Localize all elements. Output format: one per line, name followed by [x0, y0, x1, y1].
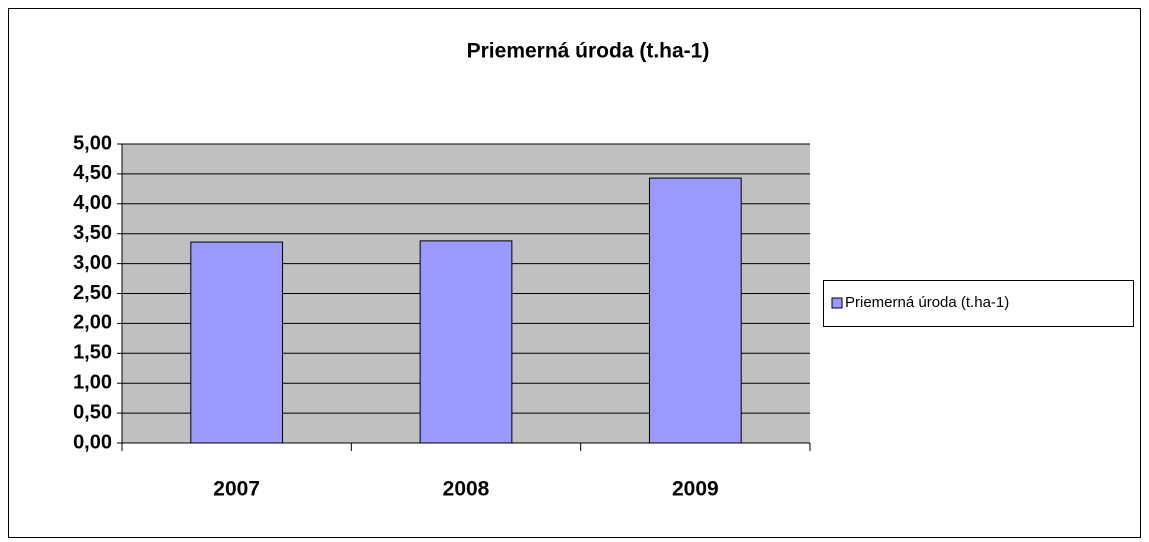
y-tick-label: 1,50 [73, 342, 112, 364]
chart-title: Priemerná úroda (t.ha-1) [467, 40, 710, 63]
y-tick-label: 2,50 [73, 282, 112, 304]
y-tick-label: 3,00 [73, 252, 112, 274]
legend-label: Priemerná úroda (t.ha-1) [845, 294, 1009, 311]
bar [648, 177, 742, 444]
y-tick-label: 4,00 [73, 192, 112, 214]
bar [190, 241, 284, 444]
bar [419, 240, 513, 444]
y-tick-label: 0,00 [73, 431, 112, 453]
y-tick-label: 4,50 [73, 162, 112, 184]
y-tick-label: 2,00 [73, 312, 112, 334]
y-tick-label: 3,50 [73, 222, 112, 244]
x-tick-label: 2009 [672, 478, 719, 501]
x-tick-label: 2008 [443, 478, 490, 501]
x-tick-label: 2007 [213, 478, 260, 501]
y-tick-label: 5,00 [73, 132, 112, 154]
y-tick-label: 0,50 [73, 401, 112, 423]
legend-swatch [831, 297, 843, 309]
legend-box [823, 280, 1134, 327]
y-tick-label: 1,00 [73, 371, 112, 393]
